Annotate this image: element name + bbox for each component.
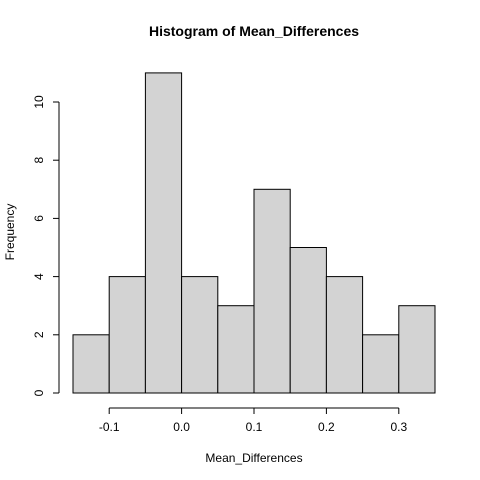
y-axis: 0 2 4 6 8 10 [32, 95, 60, 396]
x-axis-label: Mean_Differences [205, 451, 302, 465]
x-tick-label-4: 0.2 [318, 420, 335, 434]
histogram-bar-8 [325, 276, 364, 394]
y-tick-label-3: 4 [32, 273, 46, 280]
x-tick-label-1: -0.1 [99, 420, 120, 434]
x-tick-label-2: 0.0 [173, 420, 190, 434]
x-tick-label-5: 0.3 [390, 420, 407, 434]
y-axis-label: Frequency [3, 204, 17, 261]
x-axis: -0.1 0.0 0.1 0.2 0.3 [99, 407, 407, 434]
y-tick-label-1: 0 [32, 389, 46, 396]
histogram-bar-3 [144, 72, 183, 394]
histogram-bar-4 [181, 276, 219, 394]
y-tick-label-2: 2 [32, 331, 46, 338]
y-tick-label-5: 8 [32, 157, 46, 164]
histogram-bar-2 [108, 276, 146, 394]
bars-group [72, 72, 436, 394]
histogram-bar-1 [72, 334, 110, 394]
histogram-bar-10 [398, 305, 436, 394]
histogram-bar-5 [217, 305, 255, 394]
histogram-bar-7 [289, 247, 327, 394]
histogram-bar-6 [253, 188, 291, 394]
y-tick-label-4: 6 [32, 215, 46, 222]
histogram-bar-9 [362, 334, 400, 394]
x-tick-label-3: 0.1 [246, 420, 263, 434]
chart-title: Histogram of Mean_Differences [149, 23, 359, 39]
y-tick-label-6: 10 [32, 95, 46, 109]
